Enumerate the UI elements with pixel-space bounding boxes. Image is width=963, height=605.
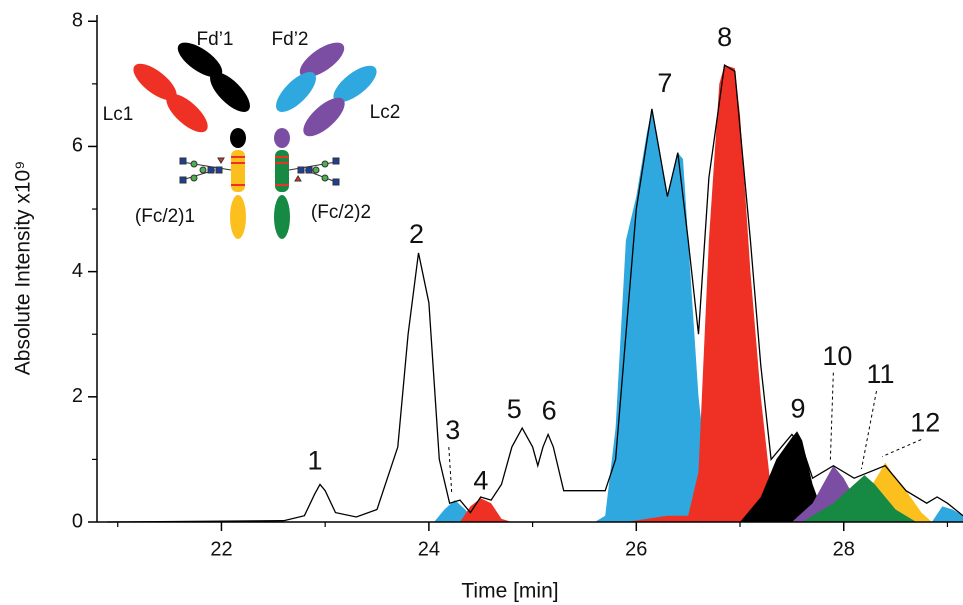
leader-line (882, 439, 922, 457)
diagram-label: (Fc/2)2 (311, 202, 371, 223)
diagram-shape (133, 63, 177, 101)
diagram-shape (276, 72, 316, 112)
peak-area (931, 506, 963, 522)
y-axis-label: Absolute Intensity x10⁹ (12, 161, 35, 375)
peak-label: 7 (657, 68, 672, 98)
x-tick-label: 24 (418, 538, 440, 560)
peak-label: 12 (910, 408, 940, 438)
glycan (179, 157, 340, 186)
y-tick-label: 6 (72, 135, 83, 157)
y-tick-label: 0 (72, 510, 83, 532)
peak-label: 10 (822, 341, 852, 371)
diagram-label: Fd’1 (197, 29, 234, 50)
peak-label: 3 (445, 415, 460, 445)
diagram-shape (274, 128, 290, 148)
diagram-shape (333, 65, 377, 103)
peak-area (625, 65, 782, 522)
diagram-shape (299, 42, 345, 78)
peak-label: 6 (542, 395, 557, 425)
peak-area (802, 475, 917, 522)
peak-label: 11 (866, 359, 894, 389)
peak-label: 4 (473, 465, 488, 495)
peak-label: 1 (307, 446, 322, 476)
x-tick-label: 22 (210, 538, 232, 560)
diagram-shape (303, 97, 345, 137)
antibody-diagram: Lc1 Fd’1 Fd’2 Lc2 (Fc/2)1 (Fc/2)2 (103, 29, 401, 239)
disulfide (231, 156, 289, 186)
diagram-shape (274, 195, 290, 239)
peak-label: 9 (791, 393, 806, 423)
y-tick-label: 2 (72, 385, 83, 407)
leader-line (860, 390, 877, 470)
diagram-shape (231, 150, 245, 192)
diagram-label: Lc1 (103, 104, 134, 125)
diagram-shape (275, 150, 289, 192)
diagram-shape (166, 93, 208, 133)
y-tick-label: 8 (72, 10, 83, 32)
peak-area (740, 431, 834, 522)
diagram-label: Fd’2 (272, 29, 309, 50)
y-tick-label: 4 (72, 260, 83, 282)
diagram-shape (177, 42, 223, 78)
leader-line (829, 372, 834, 460)
peak-label: 8 (717, 22, 732, 52)
leader-line (448, 447, 453, 495)
x-axis-label: Time [min] (461, 580, 558, 603)
diagram-shape (210, 72, 250, 112)
x-tick-label: 26 (625, 538, 647, 560)
diagram-label: Lc2 (370, 102, 401, 123)
peak-area (460, 498, 512, 522)
diagram-label: (Fc/2)1 (135, 206, 195, 227)
diagram-shape (230, 195, 246, 239)
diagram-shape (230, 128, 246, 148)
peak-label: 2 (409, 219, 424, 249)
x-tick-label: 28 (833, 538, 855, 560)
peak-label: 5 (507, 394, 522, 424)
trace-line (107, 64, 963, 523)
peak-area (594, 108, 720, 523)
